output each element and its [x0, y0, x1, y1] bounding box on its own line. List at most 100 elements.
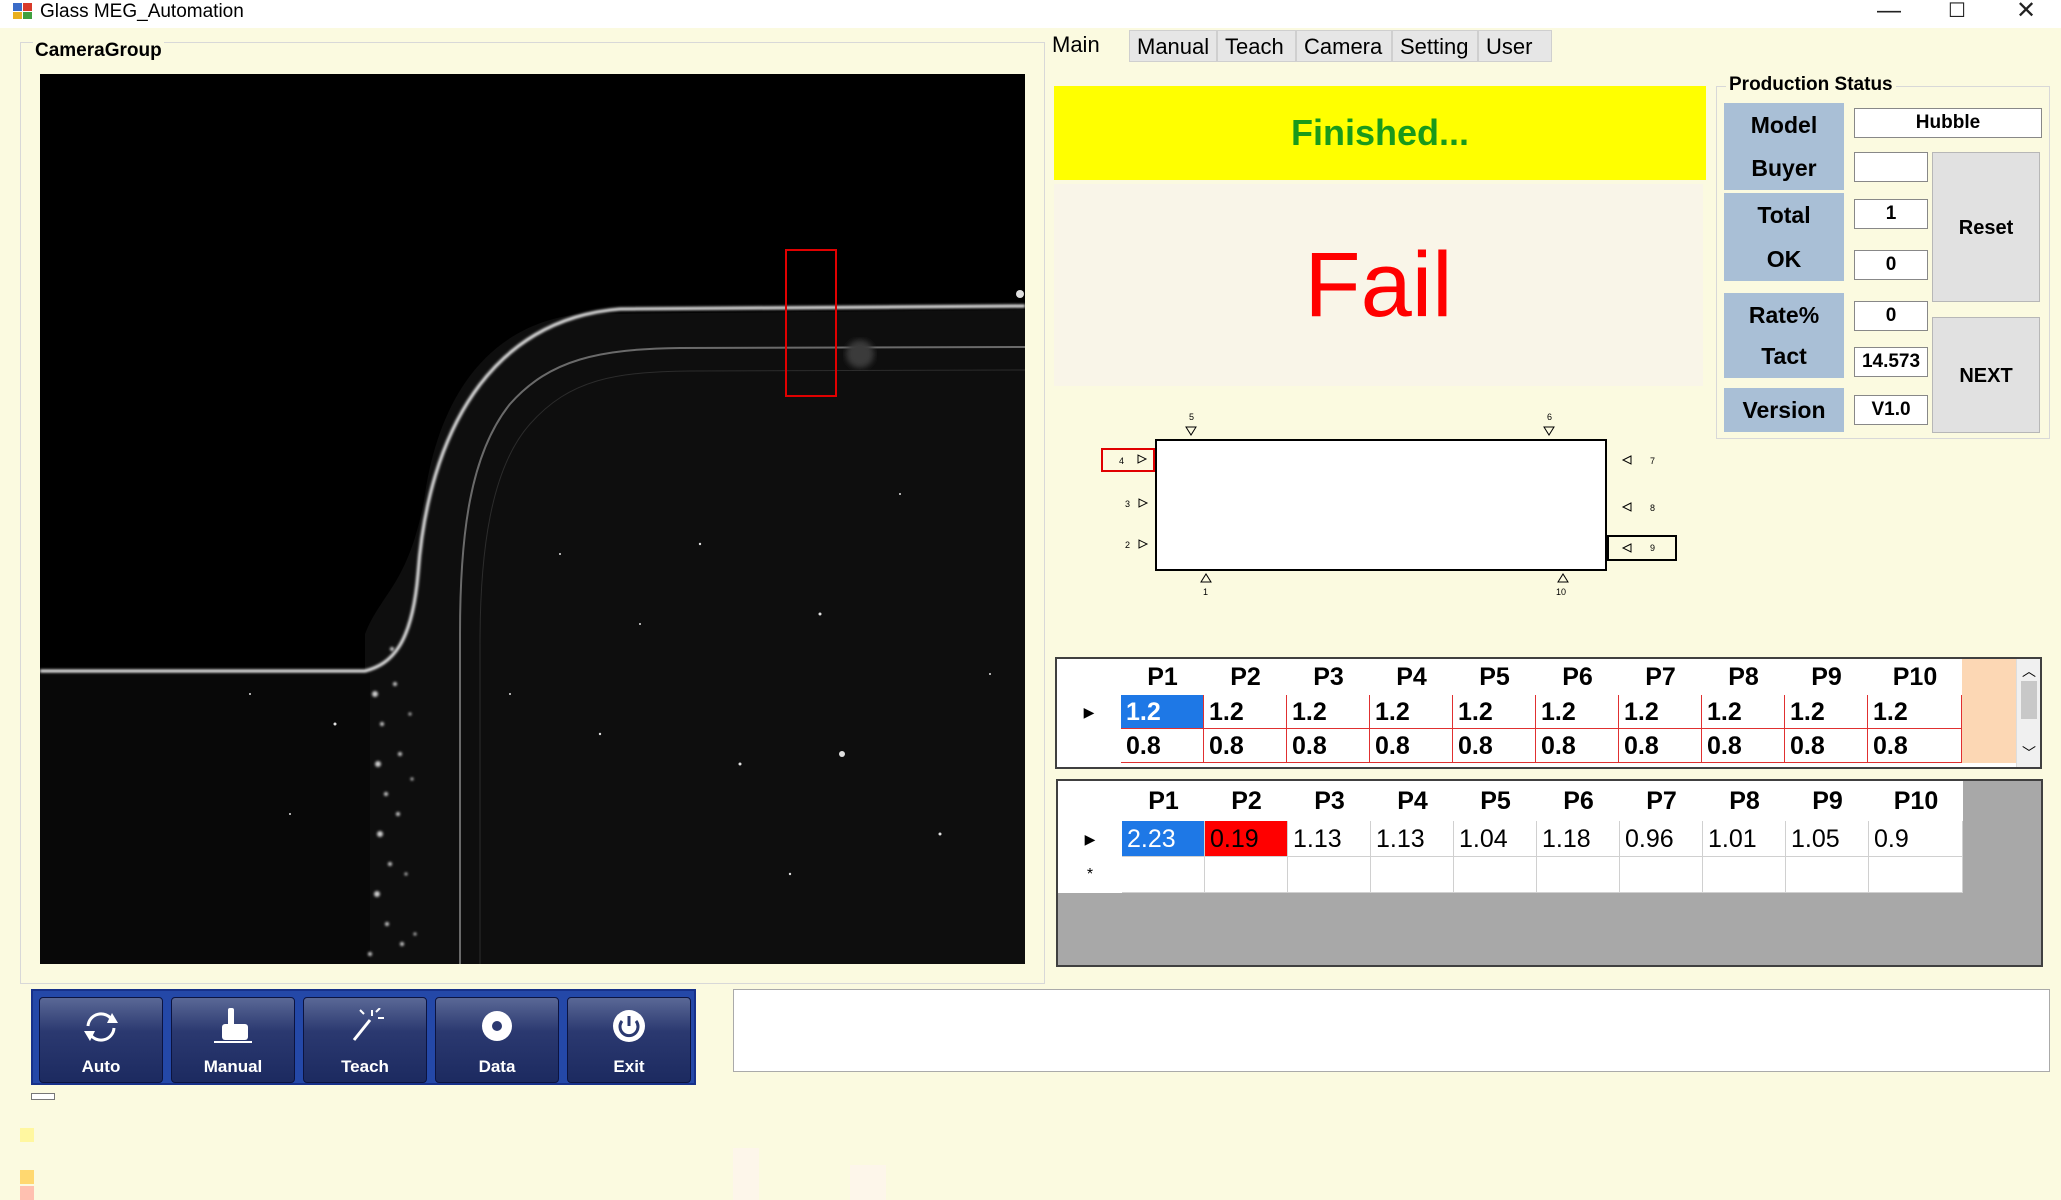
- point-2-marker: [1138, 539, 1149, 549]
- measure-cell[interactable]: 1.13: [1288, 821, 1371, 857]
- scroll-up-icon[interactable]: ︿: [2022, 663, 2036, 679]
- measure-header-p8[interactable]: P8: [1729, 787, 1760, 815]
- measure-cell-empty[interactable]: [1537, 857, 1620, 893]
- spec-cell[interactable]: 0.8: [1204, 729, 1287, 763]
- measure-cell-empty[interactable]: [1786, 857, 1869, 893]
- measure-cell[interactable]: 1.04: [1454, 821, 1537, 857]
- tab-main[interactable]: Main: [1045, 28, 1113, 62]
- spec-header-p4[interactable]: P4: [1396, 663, 1427, 691]
- new-row-marker: *: [1086, 866, 1094, 883]
- point-7-marker: [1621, 455, 1632, 465]
- spec-cell[interactable]: 1.2: [1287, 695, 1370, 729]
- spec-cell[interactable]: 1.2: [1536, 695, 1619, 729]
- measure-header-p3[interactable]: P3: [1314, 787, 1345, 815]
- spec-cell[interactable]: 0.8: [1287, 729, 1370, 763]
- tab-manual[interactable]: Manual: [1129, 30, 1217, 62]
- next-button[interactable]: NEXT: [1932, 317, 2040, 433]
- spec-cell[interactable]: 0.8: [1785, 729, 1868, 763]
- measure-cell[interactable]: 1.05: [1786, 821, 1869, 857]
- tab-setting[interactable]: Setting: [1392, 30, 1478, 62]
- reset-button[interactable]: Reset: [1932, 152, 2040, 302]
- spec-cell[interactable]: 1.2: [1204, 695, 1287, 729]
- tab-user[interactable]: User: [1478, 30, 1552, 62]
- teach-button[interactable]: Teach: [303, 997, 427, 1083]
- spec-cell[interactable]: 0.8: [1536, 729, 1619, 763]
- spec-cell[interactable]: 1.2: [1453, 695, 1536, 729]
- tab-camera[interactable]: Camera: [1296, 30, 1392, 62]
- spec-cell[interactable]: 0.8: [1370, 729, 1453, 763]
- measure-header-p10[interactable]: P10: [1893, 787, 1939, 815]
- point-3-marker: [1138, 498, 1149, 508]
- measure-cell-empty[interactable]: [1620, 857, 1703, 893]
- spec-header-p8[interactable]: P8: [1728, 663, 1759, 691]
- measure-cell[interactable]: 1.13: [1371, 821, 1454, 857]
- spec-header-p10[interactable]: P10: [1892, 663, 1938, 691]
- measure-cell[interactable]: 1.01: [1703, 821, 1786, 857]
- spec-header-p1[interactable]: P1: [1147, 663, 1178, 691]
- spec-header-p9[interactable]: P9: [1811, 663, 1842, 691]
- spec-cell[interactable]: 0.8: [1121, 729, 1204, 763]
- spec-cell[interactable]: 1.2: [1619, 695, 1702, 729]
- panel-remnant: [733, 1148, 759, 1200]
- spec-cell[interactable]: 1.2: [1868, 695, 1962, 729]
- vertical-scrollbar[interactable]: ︿ ﹀: [2016, 659, 2040, 767]
- toolbar-grip[interactable]: [31, 1093, 55, 1100]
- spec-header-p6[interactable]: P6: [1562, 663, 1593, 691]
- spec-cell[interactable]: 0.8: [1453, 729, 1536, 763]
- point-4-highlight: [1101, 448, 1155, 472]
- measure-cell[interactable]: 1.18: [1537, 821, 1620, 857]
- measure-cell-empty[interactable]: [1205, 857, 1288, 893]
- spec-cell[interactable]: 1.2: [1702, 695, 1785, 729]
- tab-teach[interactable]: Teach: [1217, 30, 1296, 62]
- maximize-button[interactable]: ☐: [1948, 0, 1966, 22]
- measure-header-p7[interactable]: P7: [1646, 787, 1677, 815]
- auto-button[interactable]: Auto: [39, 997, 163, 1083]
- measure-header-p9[interactable]: P9: [1812, 787, 1843, 815]
- measure-cell-empty[interactable]: [1371, 857, 1454, 893]
- log-output-box[interactable]: [733, 989, 2050, 1072]
- measure-cell-empty[interactable]: [1288, 857, 1371, 893]
- spec-grid[interactable]: P1 P2 P3 P4 P5 P6 P7 P8 P9 P10 ▶ 1.2 1.2 1.2 1.2 1.2 1.2…: [1055, 657, 2042, 769]
- measure-cell-empty[interactable]: [1122, 857, 1205, 893]
- measure-cell[interactable]: 0.9: [1869, 821, 1963, 857]
- minimize-button[interactable]: —: [1877, 0, 1901, 24]
- measure-header-p6[interactable]: P6: [1563, 787, 1594, 815]
- measure-cell[interactable]: 2.23: [1122, 821, 1205, 857]
- manual-button[interactable]: Manual: [171, 997, 295, 1083]
- spec-header-p7[interactable]: P7: [1645, 663, 1676, 691]
- measure-header-p1[interactable]: P1: [1148, 787, 1179, 815]
- spec-cell[interactable]: 1.2: [1785, 695, 1868, 729]
- spec-header-p2[interactable]: P2: [1230, 663, 1261, 691]
- measure-cell-empty[interactable]: [1869, 857, 1963, 893]
- scroll-down-icon[interactable]: ﹀: [2022, 745, 2036, 761]
- measure-cell[interactable]: 0.19: [1205, 821, 1288, 857]
- spec-header-p3[interactable]: P3: [1313, 663, 1344, 691]
- tact-label: Tact: [1724, 334, 1844, 378]
- panel-remnant: [850, 1165, 886, 1200]
- measure-cell-empty[interactable]: [1703, 857, 1786, 893]
- point-9-box: [1607, 535, 1677, 561]
- point-2-label: 2: [1125, 540, 1130, 550]
- measure-cell-empty[interactable]: [1454, 857, 1537, 893]
- spec-header-p5[interactable]: P5: [1479, 663, 1510, 691]
- measure-header-p5[interactable]: P5: [1480, 787, 1511, 815]
- spec-cell[interactable]: 0.8: [1868, 729, 1962, 763]
- spec-cell[interactable]: 0.8: [1702, 729, 1785, 763]
- measure-header-p2[interactable]: P2: [1231, 787, 1262, 815]
- point-6-label: 6: [1547, 412, 1552, 422]
- status-strip-marker: [20, 1170, 34, 1184]
- data-button[interactable]: Data: [435, 997, 559, 1083]
- camera-view[interactable]: [40, 74, 1025, 964]
- exit-button[interactable]: Exit: [567, 997, 691, 1083]
- measurement-grid[interactable]: P1 P2 P3 P4 P5 P6 P7 P8 P9 P10 ▶ 2.23 0.19 1.13 1.13 1.…: [1056, 779, 2043, 967]
- spec-cell[interactable]: 1.2: [1370, 695, 1453, 729]
- close-button[interactable]: ✕: [2015, 0, 2037, 24]
- exit-label: Exit: [613, 1057, 645, 1076]
- measure-header-p4[interactable]: P4: [1397, 787, 1428, 815]
- spec-cell[interactable]: 1.2: [1121, 695, 1204, 729]
- buyer-field: [1854, 152, 1928, 182]
- scroll-thumb[interactable]: [2021, 681, 2037, 719]
- point-10-marker: [1557, 573, 1569, 583]
- spec-cell[interactable]: 0.8: [1619, 729, 1702, 763]
- measure-cell[interactable]: 0.96: [1620, 821, 1703, 857]
